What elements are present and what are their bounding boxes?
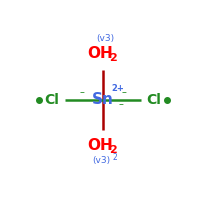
Text: (v3): (v3) — [92, 156, 110, 166]
Text: 2+: 2+ — [111, 84, 124, 93]
Text: –: – — [80, 87, 85, 97]
Text: OH: OH — [87, 138, 113, 154]
Text: OH: OH — [87, 46, 113, 62]
Text: 2: 2 — [109, 53, 117, 63]
Text: 2: 2 — [109, 145, 117, 155]
Text: Sn: Sn — [92, 92, 114, 108]
Text: Cl: Cl — [45, 93, 59, 107]
Text: 2: 2 — [113, 152, 117, 162]
Text: –: – — [121, 87, 126, 97]
Text: (v3): (v3) — [96, 34, 114, 44]
Text: Cl: Cl — [147, 93, 161, 107]
Text: –: – — [119, 99, 123, 109]
